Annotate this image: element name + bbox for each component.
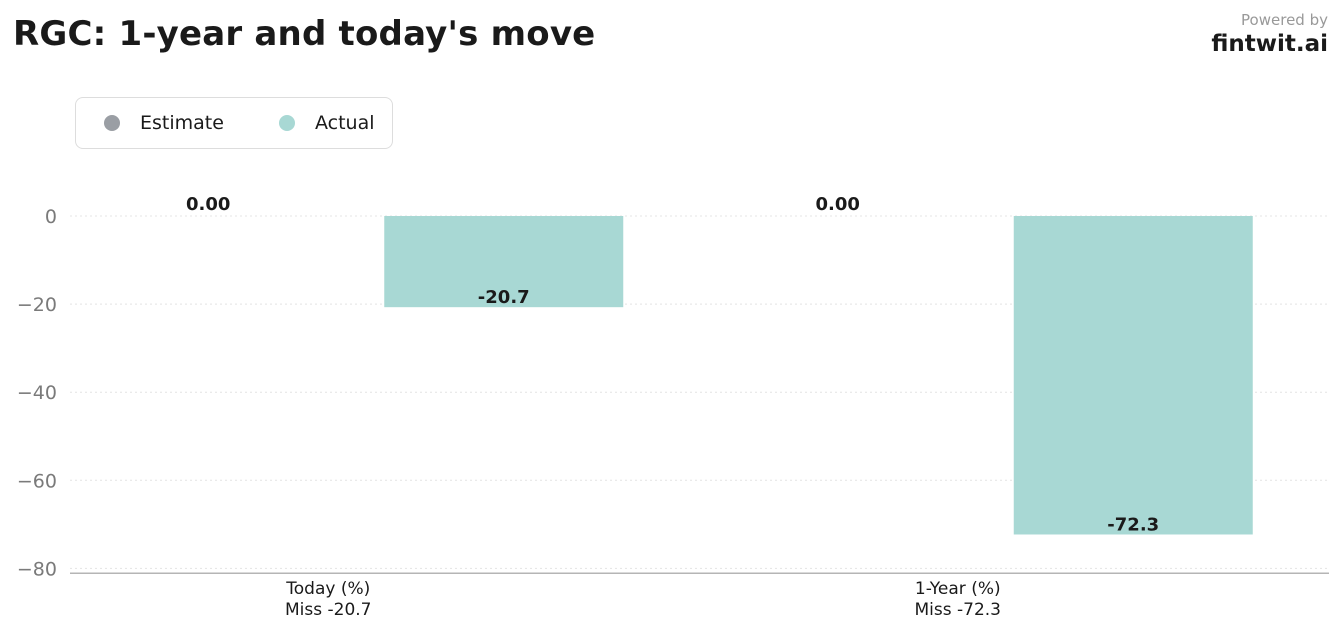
brand-logo-text: fintwit.ai [1211,31,1328,57]
bar-actual-0 [384,216,624,308]
legend-label-estimate: Estimate [140,112,224,134]
y-tick-label: 0 [45,206,57,228]
y-tick-label: −40 [17,382,57,404]
bar-actual-1 [1013,216,1253,535]
y-tick-label: −60 [17,470,57,492]
x-tick-label: 1-Year (%) [915,579,1001,599]
legend-swatch-actual [279,115,295,131]
x-tick-sublabel: Miss -72.3 [915,600,1002,620]
x-tick-sublabel: Miss -20.7 [285,600,372,620]
legend-label-actual: Actual [315,112,375,134]
data-label-actual-0: -20.7 [478,287,530,308]
data-label-estimate-0: 0.00 [186,194,230,215]
data-label-actual-1: -72.3 [1107,514,1159,535]
powered-by-label: Powered by [1241,11,1328,29]
legend-item-actual: Actual [279,98,375,148]
chart-legend: Estimate Actual [75,97,393,149]
y-tick-label: −80 [17,558,57,580]
x-tick-label: Today (%) [285,579,370,599]
y-tick-label: −20 [17,294,57,316]
chart-title: RGC: 1-year and today's move [13,14,596,54]
data-label-estimate-1: 0.00 [816,194,860,215]
legend-item-estimate: Estimate [104,98,224,148]
legend-swatch-estimate [104,115,120,131]
